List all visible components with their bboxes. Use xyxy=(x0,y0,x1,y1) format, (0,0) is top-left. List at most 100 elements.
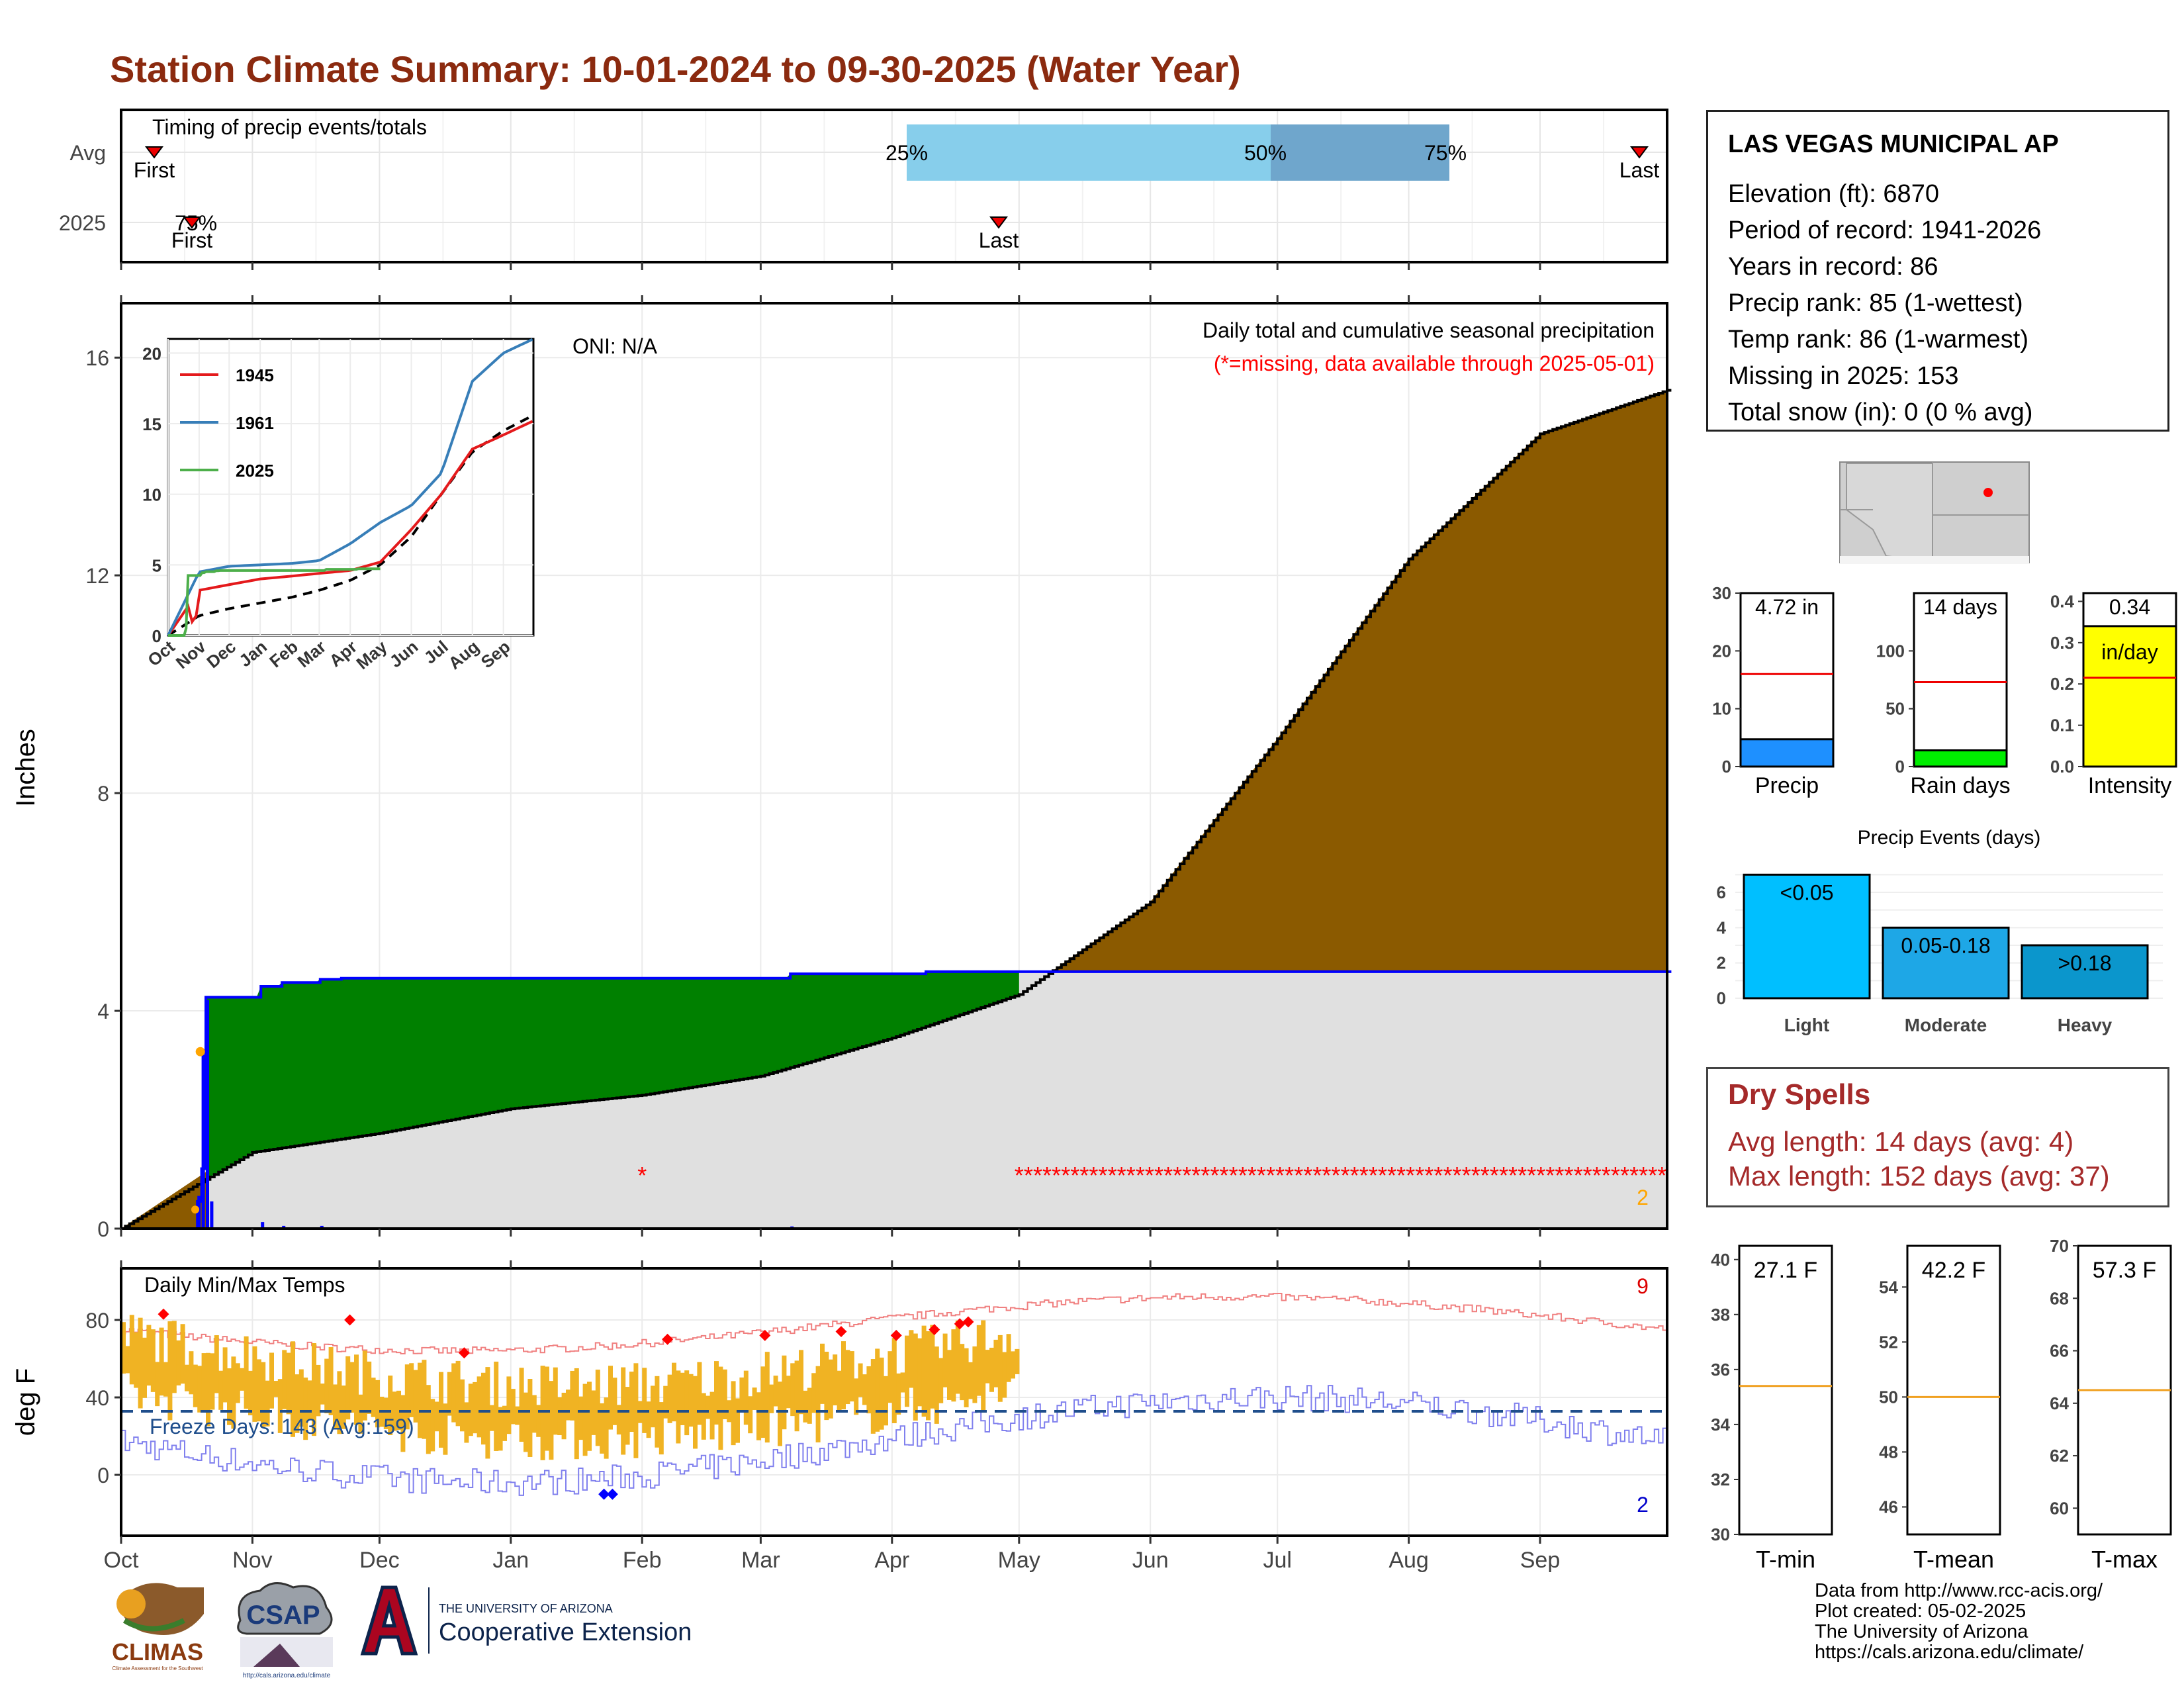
daily-temp-bar xyxy=(909,1330,914,1388)
daily-precip-bar xyxy=(206,1000,209,1229)
daily-temp-bar xyxy=(930,1325,935,1409)
temp-box-ytick-label: 50 xyxy=(1879,1387,1898,1407)
daily-temp-bar xyxy=(316,1364,321,1417)
missing-day-marker: * xyxy=(1079,1162,1089,1189)
timing-row-avg: Avg xyxy=(69,141,106,165)
daily-temp-bar xyxy=(769,1384,774,1413)
station-line: Missing in 2025: 153 xyxy=(1728,362,1959,390)
month-label: May xyxy=(998,1548,1040,1573)
mini-bar-label: Rain days xyxy=(1910,773,2010,798)
daily-temp-bar xyxy=(756,1392,761,1440)
daily-temp-bar xyxy=(693,1376,698,1449)
temp-box-ytick-label: 66 xyxy=(2050,1341,2069,1361)
daily-precip-bar xyxy=(261,1222,265,1229)
month-label: Sep xyxy=(1520,1548,1561,1573)
daily-temp-bar xyxy=(824,1351,829,1421)
daily-temp-bar xyxy=(828,1359,833,1419)
temp-frame xyxy=(120,1267,1668,1537)
temp-box-t-max: 60 62 64 66 68 70 57.3 F T-max xyxy=(2050,1236,2172,1573)
observed-cumulative-line xyxy=(121,970,1672,1230)
daily-temp-bar xyxy=(667,1374,672,1423)
mini-bar-ytick-label: 100 xyxy=(1876,641,1905,661)
daily-temp-bar xyxy=(600,1403,605,1454)
daily-temp-bar xyxy=(185,1364,189,1391)
daily-temp-bar xyxy=(328,1347,334,1415)
daily-temp-bar xyxy=(714,1361,719,1425)
events-bar xyxy=(1882,926,2010,1000)
missing-day-marker: * xyxy=(1154,1162,1163,1189)
missing-day-marker: * xyxy=(1424,1162,1433,1189)
daily-temp-bar xyxy=(701,1393,706,1440)
temp-box-ytick-label: 48 xyxy=(1879,1442,1898,1462)
temp-box-ytick-label: 40 xyxy=(1711,1250,1730,1270)
daily-temp-bar xyxy=(858,1363,863,1397)
mini-bar-ytick-label: 0.2 xyxy=(2050,674,2074,694)
daily-temp-bar xyxy=(291,1341,295,1437)
missing-day-marker: * xyxy=(1369,1162,1378,1189)
daily-temp-bar xyxy=(320,1383,325,1405)
temp-box-label: T-max xyxy=(2091,1546,2158,1573)
daily-temp-bar xyxy=(214,1335,219,1393)
month-label: Dec xyxy=(359,1548,399,1573)
missing-day-marker: * xyxy=(1201,1162,1210,1189)
inset-1961-line xyxy=(167,338,533,636)
daily-temp-bar xyxy=(531,1395,537,1433)
missing-day-marker: * xyxy=(1592,1162,1602,1189)
timing-row-2025: 2025 xyxy=(59,211,106,235)
daily-temp-bar xyxy=(337,1371,342,1434)
daily-temp-bar xyxy=(748,1396,753,1434)
mini-bar-ytick-label: 50 xyxy=(1886,699,1905,719)
daily-temp-bar xyxy=(566,1389,570,1421)
daily-temp-bar xyxy=(193,1364,198,1407)
daily-temp-bar xyxy=(993,1339,999,1387)
temp-box-frame xyxy=(1906,1244,2001,1536)
daily-temp-bar xyxy=(870,1359,876,1434)
missing-day-marker: * xyxy=(1061,1162,1070,1189)
daily-temp-bar xyxy=(481,1372,486,1445)
daily-temp-bar xyxy=(841,1341,846,1410)
missing-day-marker: * xyxy=(1471,1162,1480,1189)
climas-logo-sub: Climate Assessment for the Southwest xyxy=(113,1665,204,1671)
y2025-first-marker xyxy=(183,216,201,229)
timing-p25-label: 25% xyxy=(886,141,928,165)
events-ytick-label: 6 xyxy=(1717,882,1726,902)
locator-map xyxy=(1839,461,2030,564)
daily-temp-bar xyxy=(879,1357,884,1430)
missing-day-marker: * xyxy=(1015,1162,1024,1189)
daily-temp-bar xyxy=(794,1360,799,1432)
temp-box-t-min: 30 32 34 36 38 40 27.1 F T-min xyxy=(1711,1244,1833,1573)
daily-temp-bar xyxy=(146,1325,152,1386)
daily-temp-bar xyxy=(820,1343,825,1404)
temp-box-ytick-label: 64 xyxy=(2050,1393,2069,1413)
daily-temp-bar xyxy=(388,1376,393,1435)
daily-temp-bar xyxy=(709,1391,715,1440)
daily-temp-bar xyxy=(218,1370,224,1410)
daily-temp-bar xyxy=(362,1350,367,1421)
missing-day-marker: * xyxy=(1565,1162,1574,1189)
daily-temp-bar xyxy=(515,1406,520,1425)
missing-day-marker: * xyxy=(1453,1162,1462,1189)
daily-temp-bar xyxy=(439,1372,443,1448)
daily-temp-bar xyxy=(155,1362,160,1407)
daily-temp-bar xyxy=(697,1362,702,1425)
precip-ytick-label: 8 xyxy=(97,782,109,806)
daily-temp-bar xyxy=(625,1387,630,1445)
daily-temp-bar xyxy=(849,1351,854,1402)
count-low: 2 xyxy=(1637,1493,1649,1517)
mini-bar-charts: 0 10 20 30 4.72 in Precip 0 50 100 14 days Rain da… xyxy=(1712,583,2177,798)
daily-temp-bar xyxy=(655,1376,660,1448)
timing-p50-label: 50% xyxy=(1244,141,1287,165)
station-line: Elevation (ft): 6870 xyxy=(1728,180,1939,208)
record-high-marker xyxy=(929,1324,940,1336)
daily-temp-bar xyxy=(473,1382,478,1434)
station-marker xyxy=(1983,488,1993,497)
precip-ytick-label: 12 xyxy=(85,564,109,588)
mini-bar-value xyxy=(1739,738,1835,768)
missing-day-marker: * xyxy=(1303,1162,1312,1189)
daily-temp-bar xyxy=(896,1373,901,1415)
daily-temp-bar xyxy=(235,1363,240,1403)
daily-temp-bar xyxy=(409,1363,414,1417)
daily-temp-bar xyxy=(269,1352,274,1409)
missing-day-marker: * xyxy=(1415,1162,1424,1189)
daily-temp-bar xyxy=(799,1350,803,1415)
